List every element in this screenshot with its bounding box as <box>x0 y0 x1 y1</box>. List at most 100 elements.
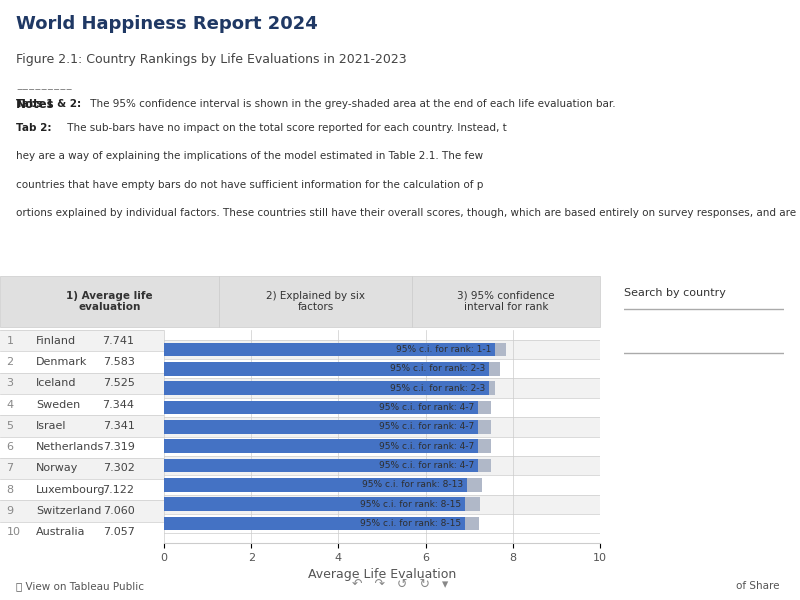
Bar <box>164 417 600 437</box>
Text: 95% c.i. for rank: 4-7: 95% c.i. for rank: 4-7 <box>379 403 474 412</box>
Bar <box>164 340 600 359</box>
Text: 7.122: 7.122 <box>102 485 134 495</box>
Text: ↶   ↷   ↺   ↻   ▾: ↶ ↷ ↺ ↻ ▾ <box>352 578 448 591</box>
Bar <box>467 478 482 491</box>
Bar <box>489 382 495 395</box>
Text: of Share: of Share <box>736 581 779 591</box>
Bar <box>164 517 465 530</box>
Text: Netherlands: Netherlands <box>36 442 104 452</box>
Bar <box>164 437 600 456</box>
Text: Tabs 1 & 2:: Tabs 1 & 2: <box>16 99 81 109</box>
Bar <box>0 351 164 373</box>
FancyBboxPatch shape <box>621 308 787 353</box>
Text: 8: 8 <box>6 485 14 495</box>
Text: Iceland: Iceland <box>36 378 77 388</box>
Bar <box>164 362 489 376</box>
Text: Tab 2:: Tab 2: <box>16 123 51 133</box>
Text: 7.741: 7.741 <box>102 335 134 346</box>
Bar <box>164 398 600 417</box>
Text: 7.302: 7.302 <box>102 463 134 473</box>
FancyBboxPatch shape <box>412 276 600 327</box>
Bar <box>164 359 600 379</box>
Bar <box>164 475 600 494</box>
Bar <box>478 439 491 453</box>
Bar <box>164 343 495 356</box>
Bar <box>0 479 164 500</box>
Bar <box>164 439 478 453</box>
Bar <box>164 379 600 398</box>
Bar <box>0 458 164 479</box>
Bar <box>0 373 164 394</box>
FancyBboxPatch shape <box>0 276 219 327</box>
Text: 7.319: 7.319 <box>102 442 134 452</box>
Text: 95% c.i. for rank: 4-7: 95% c.i. for rank: 4-7 <box>379 442 474 451</box>
Text: Notes: Notes <box>16 98 54 112</box>
FancyBboxPatch shape <box>219 276 412 327</box>
Text: 7.341: 7.341 <box>102 421 134 431</box>
Bar <box>164 382 489 395</box>
Text: ortions explained by individual factors. These countries still have their overal: ortions explained by individual factors.… <box>16 208 800 218</box>
Bar <box>0 500 164 521</box>
Text: Luxembourg: Luxembourg <box>36 485 106 495</box>
Text: 1: 1 <box>6 335 14 346</box>
Text: Finland: Finland <box>36 335 76 346</box>
Bar <box>495 343 506 356</box>
X-axis label: Average Life Evaluation: Average Life Evaluation <box>308 568 456 581</box>
Bar <box>164 494 600 514</box>
Text: 95% c.i. for rank: 8-13: 95% c.i. for rank: 8-13 <box>362 481 463 490</box>
Text: 7.344: 7.344 <box>102 400 134 410</box>
Text: 1) Average life
evaluation: 1) Average life evaluation <box>66 290 153 312</box>
Text: ⌖ View on Tableau Public: ⌖ View on Tableau Public <box>16 581 144 591</box>
Text: –––––––––: ––––––––– <box>16 83 72 96</box>
Text: 7.583: 7.583 <box>102 357 134 367</box>
Text: 95% c.i. for rank: 2-3: 95% c.i. for rank: 2-3 <box>390 364 486 373</box>
Text: 95% c.i. for rank: 2-3: 95% c.i. for rank: 2-3 <box>390 383 486 392</box>
Bar <box>0 521 164 543</box>
Bar <box>465 497 480 511</box>
Text: 4: 4 <box>6 400 14 410</box>
Bar <box>465 517 478 530</box>
Text: 9: 9 <box>6 506 14 516</box>
Text: Israel: Israel <box>36 421 66 431</box>
Text: countries that have empty bars do not have sufficient information for the calcul: countries that have empty bars do not ha… <box>16 180 483 190</box>
Text: 7.057: 7.057 <box>102 527 134 538</box>
Text: 3) 95% confidence
interval for rank: 3) 95% confidence interval for rank <box>458 290 554 312</box>
Text: 95% c.i. for rank: 4-7: 95% c.i. for rank: 4-7 <box>379 461 474 470</box>
Text: 2: 2 <box>6 357 14 367</box>
Text: 95% c.i. for rank: 8-15: 95% c.i. for rank: 8-15 <box>360 500 462 509</box>
Bar <box>478 401 491 414</box>
Text: hey are a way of explaining the implications of the model estimated in Table 2.1: hey are a way of explaining the implicat… <box>16 151 486 161</box>
Text: Norway: Norway <box>36 463 78 473</box>
Text: World Happiness Report 2024: World Happiness Report 2024 <box>16 15 318 33</box>
Text: 95% c.i. for rank: 1-1: 95% c.i. for rank: 1-1 <box>397 345 492 354</box>
Bar <box>164 456 600 475</box>
Text: Search by country: Search by country <box>624 288 726 298</box>
Text: Switzerland: Switzerland <box>36 506 102 516</box>
Bar <box>0 394 164 415</box>
Bar <box>478 459 491 472</box>
Text: 5: 5 <box>6 421 14 431</box>
Text: The 95% confidence interval is shown in the grey-shaded area at the end of each : The 95% confidence interval is shown in … <box>87 99 616 109</box>
Text: 7.060: 7.060 <box>102 506 134 516</box>
Bar <box>478 420 491 434</box>
Bar <box>164 478 467 491</box>
Bar <box>164 420 478 434</box>
Text: Sweden: Sweden <box>36 400 80 410</box>
Bar <box>0 415 164 437</box>
Bar <box>0 437 164 458</box>
Text: Figure 2.1: Country Rankings by Life Evaluations in 2021-2023: Figure 2.1: Country Rankings by Life Eva… <box>16 53 406 66</box>
Text: 95% c.i. for rank: 8-15: 95% c.i. for rank: 8-15 <box>360 519 462 528</box>
Bar <box>0 330 164 351</box>
Text: 7.525: 7.525 <box>102 378 134 388</box>
Bar <box>164 514 600 533</box>
Bar <box>489 362 500 376</box>
Text: 2) Explained by six
factors: 2) Explained by six factors <box>266 290 365 312</box>
Bar <box>164 401 478 414</box>
Text: 6: 6 <box>6 442 14 452</box>
Text: 95% c.i. for rank: 4-7: 95% c.i. for rank: 4-7 <box>379 422 474 431</box>
Bar <box>164 497 465 511</box>
Text: 10: 10 <box>6 527 21 538</box>
Text: 3: 3 <box>6 378 14 388</box>
Text: 7: 7 <box>6 463 14 473</box>
Bar <box>164 459 478 472</box>
